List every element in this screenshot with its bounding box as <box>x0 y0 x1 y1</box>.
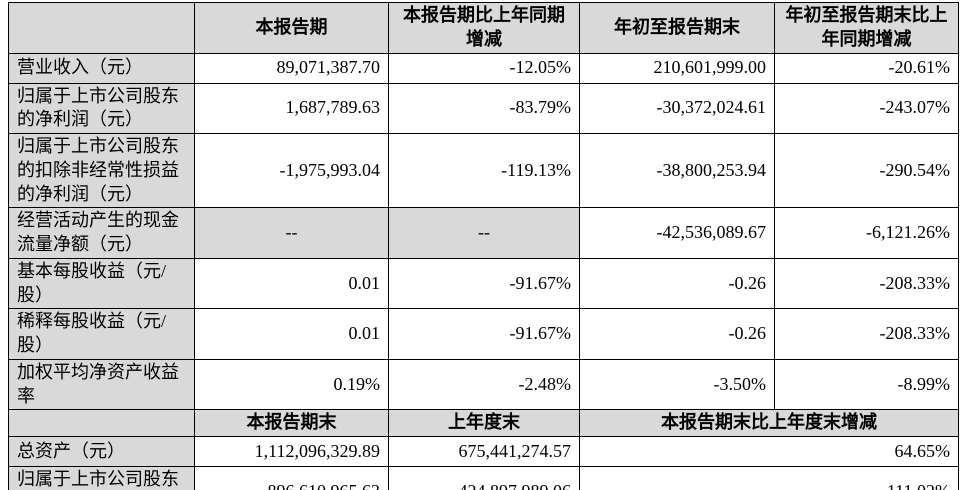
diluted-eps-current: 0.01 <box>194 308 389 360</box>
net-profit-yoy-change: -83.79% <box>388 82 580 134</box>
operating-cash-flow-current: -- <box>194 207 389 259</box>
revenue-ytd-change: -20.61% <box>774 52 959 84</box>
revenue-yoy-change: -12.05% <box>388 52 580 84</box>
net-profit-ytd: -30,372,024.61 <box>579 82 775 134</box>
row-deducted-net-profit: 归属于上市公司股东的扣除非经常性损益的净利润（元） -1,975,993.04 … <box>8 132 959 209</box>
row-owners-equity: 归属于上市公司股东的所有者权益（元） 896,610,965.63 424,89… <box>8 466 959 490</box>
operating-cash-flow-yoy-change: -- <box>388 207 580 259</box>
diluted-eps-ytd-change: -208.33% <box>774 308 959 360</box>
weighted-avg-roe-yoy-change: -2.48% <box>388 358 580 411</box>
basic-eps-label: 基本每股收益（元/股） <box>8 257 195 310</box>
row-diluted-eps: 稀释每股收益（元/股） 0.01 -91.67% -0.26 -208.33% <box>8 308 959 360</box>
header-yoy-change: 本报告期比上年同期增减 <box>388 2 580 54</box>
weighted-avg-roe-ytd-change: -8.99% <box>774 358 959 411</box>
total-assets-change: 64.65% <box>579 436 959 467</box>
diluted-eps-yoy-change: -91.67% <box>388 308 580 360</box>
weighted-avg-roe-label: 加权平均净资产收益率 <box>8 358 195 411</box>
owners-equity-change: 111.02% <box>579 466 959 490</box>
basic-eps-yoy-change: -91.67% <box>388 257 580 310</box>
total-assets-label: 总资产（元） <box>8 436 195 467</box>
weighted-avg-roe-current: 0.19% <box>194 358 389 411</box>
header-current-period: 本报告期 <box>194 2 389 54</box>
owners-equity-period-end: 896,610,965.63 <box>194 466 389 490</box>
row-total-assets: 总资产（元） 1,112,096,329.89 675,441,274.57 6… <box>8 436 959 467</box>
net-profit-label: 归属于上市公司股东的净利润（元） <box>8 82 195 134</box>
deducted-net-profit-current: -1,975,993.04 <box>194 132 389 209</box>
weighted-avg-roe-ytd: -3.50% <box>579 358 775 411</box>
row-weighted-avg-roe: 加权平均净资产收益率 0.19% -2.48% -3.50% -8.99% <box>8 358 959 411</box>
diluted-eps-ytd: -0.26 <box>579 308 775 360</box>
revenue-label: 营业收入（元） <box>8 52 195 84</box>
operating-cash-flow-label: 经营活动产生的现金流量净额（元） <box>8 207 195 259</box>
diluted-eps-label: 稀释每股收益（元/股） <box>8 308 195 360</box>
row-basic-eps: 基本每股收益（元/股） 0.01 -91.67% -0.26 -208.33% <box>8 257 959 310</box>
deducted-net-profit-ytd: -38,800,253.94 <box>579 132 775 209</box>
row-operating-cash-flow: 经营活动产生的现金流量净额（元） -- -- -42,536,089.67 -6… <box>8 207 959 259</box>
revenue-current: 89,071,387.70 <box>194 52 389 84</box>
header-row-period-end: 本报告期末 上年度末 本报告期末比上年度末增减 <box>8 409 959 437</box>
header-row-period: 本报告期 本报告期比上年同期增减 年初至报告期末 年初至报告期末比上年同期增减 <box>8 2 959 54</box>
basic-eps-ytd: -0.26 <box>579 257 775 310</box>
operating-cash-flow-ytd-change: -6,121.26% <box>774 207 959 259</box>
revenue-ytd: 210,601,999.00 <box>579 52 775 84</box>
header2-empty-cell <box>8 409 195 437</box>
header-period-end-change: 本报告期末比上年度末增减 <box>579 409 959 437</box>
deducted-net-profit-label: 归属于上市公司股东的扣除非经常性损益的净利润（元） <box>8 132 195 209</box>
header-empty-cell <box>8 2 195 54</box>
header-prior-year-end: 上年度末 <box>388 409 580 437</box>
deducted-net-profit-ytd-change: -290.54% <box>774 132 959 209</box>
header-period-end: 本报告期末 <box>194 409 389 437</box>
row-revenue: 营业收入（元） 89,071,387.70 -12.05% 210,601,99… <box>8 52 959 84</box>
header-ytd: 年初至报告期末 <box>579 2 775 54</box>
operating-cash-flow-ytd: -42,536,089.67 <box>579 207 775 259</box>
net-profit-ytd-change: -243.07% <box>774 82 959 134</box>
owners-equity-label: 归属于上市公司股东的所有者权益（元） <box>8 466 195 490</box>
financial-summary-table: 本报告期 本报告期比上年同期增减 年初至报告期末 年初至报告期末比上年同期增减 … <box>8 2 959 490</box>
row-net-profit: 归属于上市公司股东的净利润（元） 1,687,789.63 -83.79% -3… <box>8 82 959 134</box>
deducted-net-profit-yoy-change: -119.13% <box>388 132 580 209</box>
owners-equity-prior-year-end: 424,897,989.06 <box>388 466 580 490</box>
basic-eps-current: 0.01 <box>194 257 389 310</box>
basic-eps-ytd-change: -208.33% <box>774 257 959 310</box>
net-profit-current: 1,687,789.63 <box>194 82 389 134</box>
header-ytd-yoy-change: 年初至报告期末比上年同期增减 <box>774 2 959 54</box>
total-assets-period-end: 1,112,096,329.89 <box>194 436 389 467</box>
total-assets-prior-year-end: 675,441,274.57 <box>388 436 580 467</box>
